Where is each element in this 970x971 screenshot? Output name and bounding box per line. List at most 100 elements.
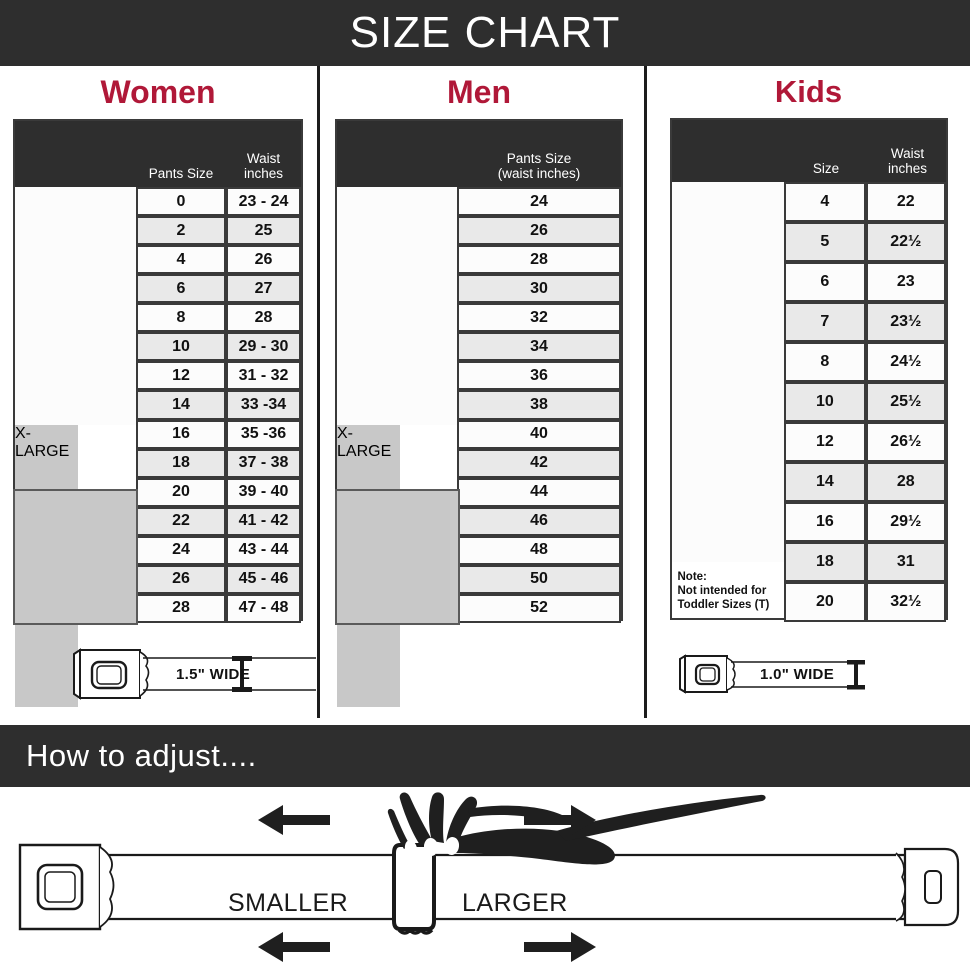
row-spacer [337, 274, 457, 303]
table-row: 14 28 [672, 462, 946, 502]
kids-note-line1: Note: [677, 571, 707, 583]
row-spacer [15, 274, 136, 303]
page-title: SIZE CHART [349, 8, 621, 57]
table-row: 10 25½ [672, 382, 946, 422]
table-row: 32 [337, 303, 621, 333]
kids-cell-size: 14 [783, 462, 867, 502]
row-spacer [337, 390, 457, 419]
row-spacer [15, 216, 136, 245]
row-spacer [15, 361, 136, 390]
row-spacer [15, 303, 136, 332]
kids-table-rows: 4 22 5 22½ 6 23 7 23½ 8 24½ 10 25½ 12 26½ 14 28 16 29½ 18 3… [672, 182, 946, 622]
kids-cell-waist: 22½ [866, 222, 946, 262]
table-row: 20 39 - 40 [15, 477, 301, 507]
men-side-xlarge-label: X-LARGE [337, 425, 392, 460]
table-row: 28 [337, 245, 621, 275]
kids-col-header-waist: Waist inches [887, 146, 928, 176]
row-spacer [672, 262, 784, 302]
table-row: 44 [337, 477, 621, 507]
kids-cell-size: 20 [783, 582, 867, 622]
men-cell-size: 34 [457, 332, 621, 362]
panel-kids: Kids Size Waist inches KIDS SIZE Note [647, 66, 970, 718]
table-row: 24 [337, 187, 621, 217]
row-spacer [672, 182, 784, 222]
table-row: 4 26 [15, 245, 301, 275]
row-spacer [15, 449, 136, 478]
men-cell-size: 52 [457, 593, 621, 623]
kids-cell-waist: 29½ [866, 502, 946, 542]
women-col-header-pants-size: Pants Size [148, 166, 214, 181]
men-cell-size: 38 [457, 390, 621, 420]
row-spacer [15, 245, 136, 274]
row-spacer [672, 422, 784, 462]
kids-note-line3: Toddler Sizes (T) [677, 599, 770, 611]
women-cell-waist: 33 -34 [226, 390, 301, 420]
kids-cell-size: 18 [783, 542, 867, 582]
women-belt-width-label: 1.5" WIDE [176, 666, 250, 683]
belt-15-svg [73, 648, 316, 700]
men-header-cells: Pants Size (waist inches) [337, 121, 621, 619]
women-cell-size: 24 [136, 535, 226, 565]
table-row: 18 31 [672, 542, 946, 582]
table-row: 6 27 [15, 274, 301, 304]
row-spacer [15, 332, 136, 361]
panel-divider-1 [317, 66, 320, 718]
row-spacer [672, 222, 784, 262]
kids-belt-width-label: 1.0" WIDE [760, 666, 834, 683]
men-cell-size: 42 [457, 448, 621, 478]
kids-cell-waist: 23 [866, 262, 946, 302]
size-tables-region: Women Pants Size Waist inches REGULAR [0, 66, 970, 718]
table-row: 7 23½ [672, 302, 946, 342]
row-spacer [672, 382, 784, 422]
row-spacer [15, 187, 136, 216]
women-cell-size: 22 [136, 506, 226, 536]
table-row: 0 23 - 24 [15, 187, 301, 217]
table-row: 34 [337, 332, 621, 362]
kids-cell-size: 16 [783, 502, 867, 542]
women-cell-waist: 37 - 38 [226, 448, 301, 478]
women-side-xlarge-label: X-LARGE [15, 425, 70, 460]
women-cell-size: 4 [136, 245, 226, 275]
row-spacer [337, 361, 457, 390]
women-cell-size: 26 [136, 564, 226, 594]
kids-cell-waist: 23½ [866, 302, 946, 342]
women-size-table: Pants Size Waist inches REGULAR SIZE X-L… [13, 119, 303, 707]
kids-cell-waist: 32½ [866, 582, 946, 622]
table-row: 12 31 - 32 [15, 361, 301, 391]
table-row: 24 43 - 44 [15, 535, 301, 565]
table-row: 20 32½ [672, 582, 946, 622]
table-row: 16 29½ [672, 502, 946, 542]
kids-cell-waist: 31 [866, 542, 946, 582]
kids-cell-waist: 22 [866, 182, 946, 222]
women-header-cells: Pants Size Waist inches [15, 121, 301, 619]
row-spacer [337, 449, 457, 478]
women-table-header-band [15, 121, 301, 187]
row-spacer [337, 420, 457, 449]
women-cell-size: 12 [136, 361, 226, 391]
table-row: 5 22½ [672, 222, 946, 262]
kids-cell-size: 4 [783, 182, 867, 222]
table-row: 40 [337, 419, 621, 449]
table-row: 26 [337, 216, 621, 246]
kids-table-header-band [671, 120, 946, 182]
women-cell-waist: 29 - 30 [226, 332, 301, 362]
kids-cell-waist: 25½ [866, 382, 946, 422]
kids-col-header-size: Size [812, 161, 840, 176]
table-row: 12 26½ [672, 422, 946, 462]
panel-women: Women Pants Size Waist inches REGULAR [0, 66, 316, 718]
panel-men: Men Pants Size (waist inches) REGULAR SI… [319, 66, 639, 718]
men-table-header-band [337, 121, 621, 187]
table-row: 16 35 -36 [15, 419, 301, 449]
row-spacer [337, 332, 457, 361]
men-cell-size: 40 [457, 419, 621, 449]
women-cell-size: 2 [136, 216, 226, 246]
men-size-table: Pants Size (waist inches) REGULAR SIZE X… [335, 119, 623, 707]
table-row: 2 25 [15, 216, 301, 246]
women-cell-waist: 43 - 44 [226, 535, 301, 565]
women-cell-size: 6 [136, 274, 226, 304]
women-cell-size: 0 [136, 187, 226, 217]
women-cell-size: 20 [136, 477, 226, 507]
men-cell-size: 36 [457, 361, 621, 391]
table-row: 42 [337, 448, 621, 478]
men-cell-size: 48 [457, 535, 621, 565]
